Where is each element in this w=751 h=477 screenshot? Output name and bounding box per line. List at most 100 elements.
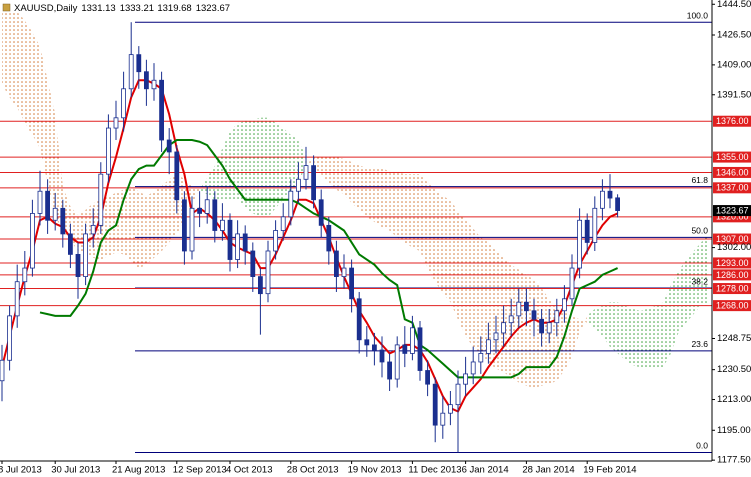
cloud-segment [404, 174, 413, 248]
x-tick-label: 19 Feb 2014 [583, 465, 636, 476]
candle-body [516, 301, 522, 317]
cloud-segment [328, 157, 337, 190]
candle-body [29, 213, 35, 269]
cloud-segment [496, 250, 504, 373]
candle-body [531, 310, 537, 320]
candle-body [37, 190, 43, 214]
level-label: 1278.00 [716, 283, 749, 293]
candle-body [75, 254, 81, 277]
cloud-segment [435, 189, 443, 294]
level-label: 1268.00 [716, 301, 749, 311]
level-tag [713, 211, 751, 223]
candle-body [417, 327, 423, 371]
candle-body [524, 301, 529, 312]
candle-body [470, 361, 476, 375]
y-tick-label: 1302.00 [717, 242, 751, 253]
cloud-segment [572, 315, 580, 357]
cloud-segment [587, 309, 595, 328]
candle-body [227, 219, 233, 260]
level-label: 1337.00 [716, 183, 749, 193]
cloud-segment [602, 302, 610, 347]
candle-body [7, 315, 12, 361]
cloud-segment [138, 191, 147, 269]
candle-body [60, 207, 66, 235]
candle-body [349, 267, 355, 300]
level-tag [713, 182, 751, 194]
level-tag [713, 269, 751, 281]
cloud-segment [32, 32, 40, 149]
candle-body [151, 79, 157, 90]
x-tick-label: 30 Jul 2013 [51, 465, 100, 476]
y-tick-label: 1230.50 [717, 364, 751, 375]
candle-body [356, 298, 362, 341]
candle-body [265, 250, 271, 295]
x-tick-label: 21 Aug 2013 [112, 465, 165, 476]
candle-body [174, 151, 180, 201]
y-tick-label: 1391.50 [717, 89, 751, 100]
x-tick-label: 12 Sep 2013 [173, 465, 227, 476]
candle-body [250, 250, 256, 278]
candle-body [303, 165, 309, 180]
candle-body [569, 267, 575, 300]
level-tag [713, 300, 751, 312]
fib-label: 61.8 [691, 175, 708, 185]
y-tick-label: 1444.50 [717, 0, 751, 10]
cloud-segment [518, 269, 527, 386]
cloud-segment [245, 119, 253, 214]
candle-body [257, 276, 263, 295]
x-tick-label: 28 Jan 2014 [522, 465, 574, 476]
level-tag [713, 283, 751, 295]
cloud-segment [625, 305, 633, 366]
cloud-segment [359, 165, 367, 217]
candle-body [409, 327, 415, 354]
candle-body [159, 79, 165, 141]
candle-body [478, 353, 484, 363]
candle-body [212, 199, 218, 231]
cloud-segment [382, 169, 390, 231]
cloud-segment [686, 250, 694, 323]
cloud-segment [374, 169, 382, 228]
cloud-segment [526, 274, 534, 388]
candle-body [0, 359, 5, 382]
cloud-segment [610, 302, 618, 354]
cloud-segment [701, 233, 709, 306]
candle-body [554, 310, 560, 324]
cloud-segment [648, 305, 656, 368]
cloud-segment [473, 228, 481, 354]
candle-body [311, 165, 317, 201]
header-high: 1333.21 [120, 3, 154, 14]
candle-body [600, 190, 605, 209]
cloud-segment [9, 11, 18, 108]
y-tick-label: 1195.00 [717, 425, 751, 436]
current-price-label: 1323.67 [716, 205, 749, 215]
y-tick-label: 1409.00 [717, 59, 751, 70]
candle-body [425, 370, 431, 385]
cloud-segment [336, 157, 344, 195]
candle-body [318, 199, 324, 226]
cloud-segment [260, 117, 268, 217]
level-tag [713, 166, 751, 178]
y-tick-label: 1213.00 [717, 394, 751, 405]
cloud-segment [161, 179, 170, 251]
candle-body [501, 322, 507, 334]
candle-body [440, 412, 446, 426]
cloud-segment [693, 242, 702, 315]
candle-body [143, 71, 149, 90]
y-tick-label: 1248.75 [717, 333, 751, 344]
cloud-segment [541, 288, 550, 386]
cloud-segment [321, 157, 329, 183]
x-tick-label: 11 Dec 2013 [408, 465, 461, 476]
cloud-segment [47, 80, 56, 217]
candle-body [242, 233, 248, 252]
candle-body [493, 332, 499, 341]
cloud-segment [450, 199, 458, 320]
candle-body [447, 404, 453, 414]
header-close: 1323.67 [196, 3, 230, 14]
candle-body [128, 54, 134, 90]
fib-label: 23.6 [691, 339, 708, 349]
candle-body [295, 178, 301, 192]
candle-body [204, 199, 210, 214]
cloud-segment [655, 302, 664, 368]
candle-body [485, 339, 491, 354]
cloud-segment [24, 20, 33, 135]
